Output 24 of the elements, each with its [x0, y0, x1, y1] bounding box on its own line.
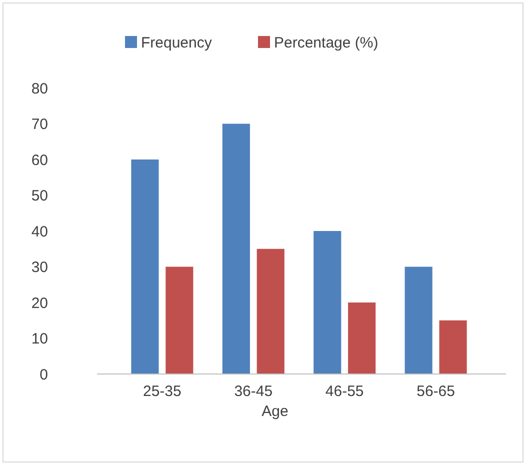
y-tick-label: 50 — [31, 188, 48, 204]
x-axis-title: Age — [262, 403, 288, 420]
x-tick-label: 56-65 — [416, 383, 455, 400]
y-tick-label: 10 — [31, 330, 48, 348]
y-tick-label: 60 — [31, 152, 48, 169]
y-tick-label: 70 — [31, 116, 48, 133]
x-tick-label: 46-55 — [325, 383, 364, 400]
bar — [166, 266, 194, 374]
bar — [439, 320, 467, 374]
bar — [404, 266, 432, 374]
y-tick-label: 40 — [31, 223, 48, 240]
bar — [348, 302, 376, 374]
bar — [314, 231, 342, 374]
legend-label: Percentage (%) — [274, 34, 378, 52]
y-tick-label: 30 — [31, 259, 48, 276]
y-tick-label: 20 — [31, 294, 48, 312]
x-tick-label: 36-45 — [234, 383, 273, 400]
x-tick-label: 25-35 — [143, 383, 182, 400]
y-tick-label: 80 — [31, 80, 48, 98]
y-tick-label: 0 — [40, 366, 48, 384]
bar — [256, 248, 284, 374]
bar — [131, 160, 159, 374]
bar — [222, 124, 250, 374]
legend-label: Frequency — [141, 34, 212, 52]
